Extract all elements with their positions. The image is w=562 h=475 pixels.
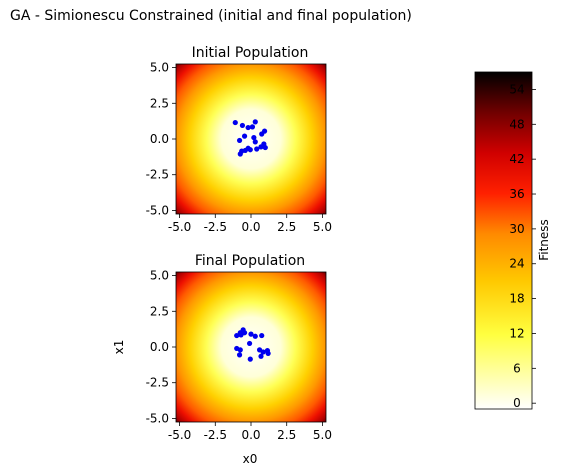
- final-population-x-tick-label: -5.0: [168, 428, 191, 442]
- initial-population-x-tick-label: 5.0: [313, 220, 332, 234]
- final-population-title: Final Population: [195, 253, 305, 269]
- final-population-y-tick-label: -2.5: [146, 376, 169, 390]
- final-population-x-tick-label: 5.0: [313, 428, 332, 442]
- colorbar-tick-label: 36: [509, 187, 524, 201]
- x-axis-label: x0: [243, 452, 258, 466]
- final-population-points: [234, 327, 271, 362]
- final-population-y-tick-label: 5.0: [150, 269, 169, 283]
- final-population-y-tick-label: 2.5: [150, 304, 169, 318]
- y-axis-label: x1: [112, 340, 126, 355]
- final-population-y-ticks: -5.0 -2.5 0.0 2.5 5.0: [146, 269, 176, 425]
- initial-population-point: [236, 137, 243, 144]
- initial-population-point: [232, 119, 238, 126]
- initial-population-heatmap: [176, 64, 326, 214]
- colorbar-tick-label: 24: [509, 257, 524, 271]
- initial-population-point: [251, 134, 257, 141]
- colorbar-ticks: 0 6 12 18 24 30 36 42 48 54: [509, 82, 536, 410]
- final-population-point: [260, 349, 266, 355]
- initial-population-x-tick-label: -5.0: [168, 220, 191, 234]
- final-population-point: [252, 333, 258, 339]
- final-population-point: [246, 340, 253, 347]
- final-population-x-tick-label: -2.5: [204, 428, 227, 442]
- colorbar-tick-label: 54: [509, 82, 524, 96]
- initial-population-point: [241, 133, 248, 139]
- final-population-y-tick-label: -5.0: [146, 411, 169, 425]
- colorbar-tick-label: 0: [513, 396, 521, 410]
- final-population-point: [247, 356, 253, 362]
- colorbar-tick-label: 18: [509, 292, 524, 306]
- initial-population-points: [232, 119, 268, 157]
- final-population-y-tick-label: 0.0: [150, 340, 169, 354]
- initial-population-point: [245, 124, 251, 131]
- initial-population-y-tick-label: 5.0: [150, 61, 169, 75]
- final-population-point: [237, 347, 243, 353]
- final-population-point: [236, 352, 243, 358]
- initial-population-point: [237, 151, 243, 157]
- initial-population-y-tick-label: 2.5: [150, 96, 169, 110]
- initial-population-point: [262, 144, 268, 151]
- final-population-point: [238, 332, 244, 338]
- initial-population-point: [254, 146, 260, 152]
- initial-population-point: [258, 144, 264, 150]
- initial-population-point: [252, 119, 258, 125]
- initial-population-y-ticks: -5.0 -2.5 0.0 2.5 5.0: [146, 61, 176, 217]
- initial-population-panel: Initial Population -5.0 -2.5 0.0 2.5 5.0 -5.…: [146, 45, 332, 234]
- initial-population-y-tick-label: -5.0: [146, 203, 169, 217]
- final-population-point: [234, 332, 240, 339]
- initial-population-point: [239, 122, 246, 129]
- initial-population-x-tick-label: -2.5: [204, 220, 227, 234]
- final-population-point: [258, 353, 264, 359]
- colorbar-gradient-bar: [474, 71, 533, 410]
- initial-population-point: [247, 147, 253, 153]
- colorbar-tick-label: 42: [509, 152, 524, 166]
- colorbar: 0 6 12 18 24 30 36 42 48 54 Fitness: [474, 71, 551, 410]
- initial-population-title: Initial Population: [192, 45, 309, 61]
- colorbar-tick-label: 30: [509, 222, 524, 236]
- final-population-panel: Final Population -5.0 -2.5 0.0 2.5 5.0 -5.0-…: [112, 253, 332, 466]
- final-population-point: [248, 331, 254, 337]
- initial-population-point: [252, 139, 258, 145]
- figure-title: GA - Simionescu Constrained (initial and…: [10, 8, 412, 24]
- colorbar-tick-label: 48: [509, 117, 524, 131]
- final-population-x-tick-label: 2.5: [277, 428, 296, 442]
- colorbar-label: Fitness: [537, 219, 551, 261]
- colorbar-tick-label: 6: [513, 361, 521, 375]
- final-population-point: [259, 332, 265, 339]
- initial-population-x-ticks: -5.0 -2.5 0.0 2.5 5.0: [168, 214, 332, 234]
- final-population-x-ticks: -5.0 -2.5 0.0 2.5 5.0: [168, 422, 332, 442]
- final-population-point: [265, 350, 271, 357]
- initial-population-point: [249, 124, 256, 130]
- initial-population-x-tick-label: 0.0: [241, 220, 260, 234]
- colorbar-tick-label: 12: [509, 326, 524, 340]
- initial-population-y-tick-label: -2.5: [146, 168, 169, 182]
- initial-population-x-tick-label: 2.5: [277, 220, 296, 234]
- initial-population-y-tick-label: 0.0: [150, 132, 169, 146]
- final-population-x-tick-label: 0.0: [241, 428, 260, 442]
- initial-population-point: [259, 131, 265, 137]
- final-population-heatmap: [176, 272, 326, 422]
